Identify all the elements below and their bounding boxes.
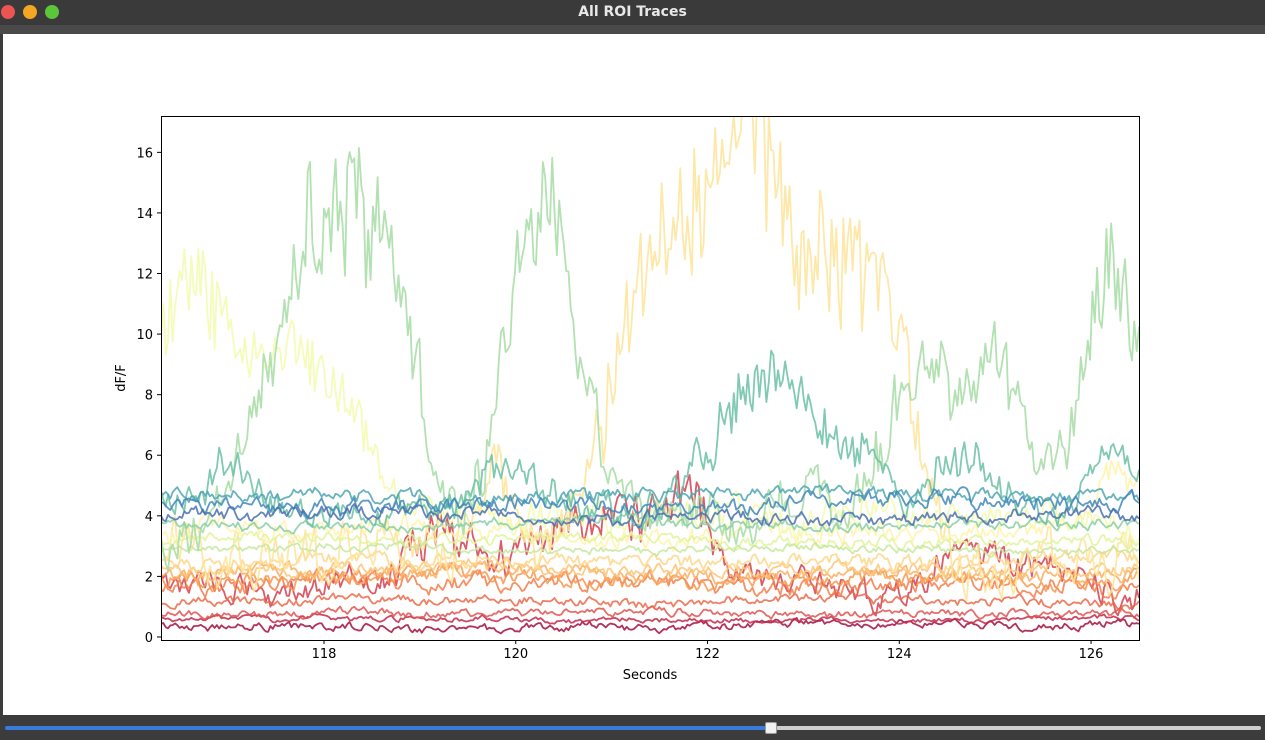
- window-title: All ROI Traces: [578, 4, 687, 20]
- roi-trace-line: [161, 540, 1139, 558]
- y-tick-label: 2: [145, 570, 153, 585]
- roi-trace-line: [161, 248, 1139, 545]
- x-tick-label: 122: [695, 647, 720, 662]
- x-tick-label: 124: [887, 647, 912, 662]
- roi-trace-line: [161, 116, 1139, 601]
- roi-trace-line: [161, 612, 1139, 625]
- x-tick-label: 126: [1079, 647, 1104, 662]
- x-axis-label: Seconds: [623, 668, 678, 683]
- y-tick-label: 0: [145, 631, 153, 646]
- y-tick-label: 16: [136, 146, 153, 161]
- roi-trace-line: [161, 483, 1139, 511]
- roi-trace-line: [161, 147, 1139, 572]
- roi-trace-line: [161, 459, 1139, 552]
- roi-trace-line: [161, 568, 1139, 600]
- y-tick-label: 12: [136, 268, 153, 283]
- y-axis-label: dF/F: [114, 364, 129, 392]
- close-window-button[interactable]: [1, 5, 15, 19]
- y-tick-label: 14: [136, 207, 153, 222]
- time-slider-track[interactable]: [771, 726, 1261, 730]
- roi-trace-line: [161, 349, 1139, 530]
- roi-trace-line: [161, 503, 1139, 529]
- y-axis: 0 2 4 6 8 10 12 14 16: [136, 146, 161, 646]
- roi-trace-line: [161, 470, 1139, 617]
- y-tick-label: 4: [145, 510, 153, 525]
- plot-frame: [161, 116, 1140, 641]
- roi-traces-chart: 118 120 122 124 126 0 2 4 6 8 10 12 14 16 Seconds dF…: [114, 116, 1140, 683]
- roi-trace-line: [161, 617, 1139, 635]
- roi-trace-line: [161, 590, 1139, 613]
- minimize-window-button[interactable]: [23, 5, 37, 19]
- y-tick-label: 8: [145, 389, 153, 404]
- maximize-window-button[interactable]: [45, 5, 59, 19]
- x-axis: 118 120 122 124 126: [312, 640, 1104, 662]
- x-tick-label: 118: [312, 647, 337, 662]
- window-toolbar-strip: [0, 25, 1265, 34]
- roi-trace-line: [161, 530, 1139, 551]
- y-tick-label: 10: [136, 328, 153, 343]
- time-slider-fill[interactable]: [5, 726, 772, 730]
- traces-group: [161, 116, 1139, 635]
- roi-trace-line: [161, 512, 1139, 535]
- window-titlebar: All ROI Traces: [0, 0, 1265, 25]
- time-slider-handle[interactable]: [765, 722, 778, 734]
- x-tick-label: 120: [503, 647, 528, 662]
- figure-canvas: 118 120 122 124 126 0 2 4 6 8 10 12 14 16 Seconds dF…: [3, 34, 1265, 715]
- y-tick-label: 6: [145, 449, 153, 464]
- roi-trace-line: [161, 545, 1139, 577]
